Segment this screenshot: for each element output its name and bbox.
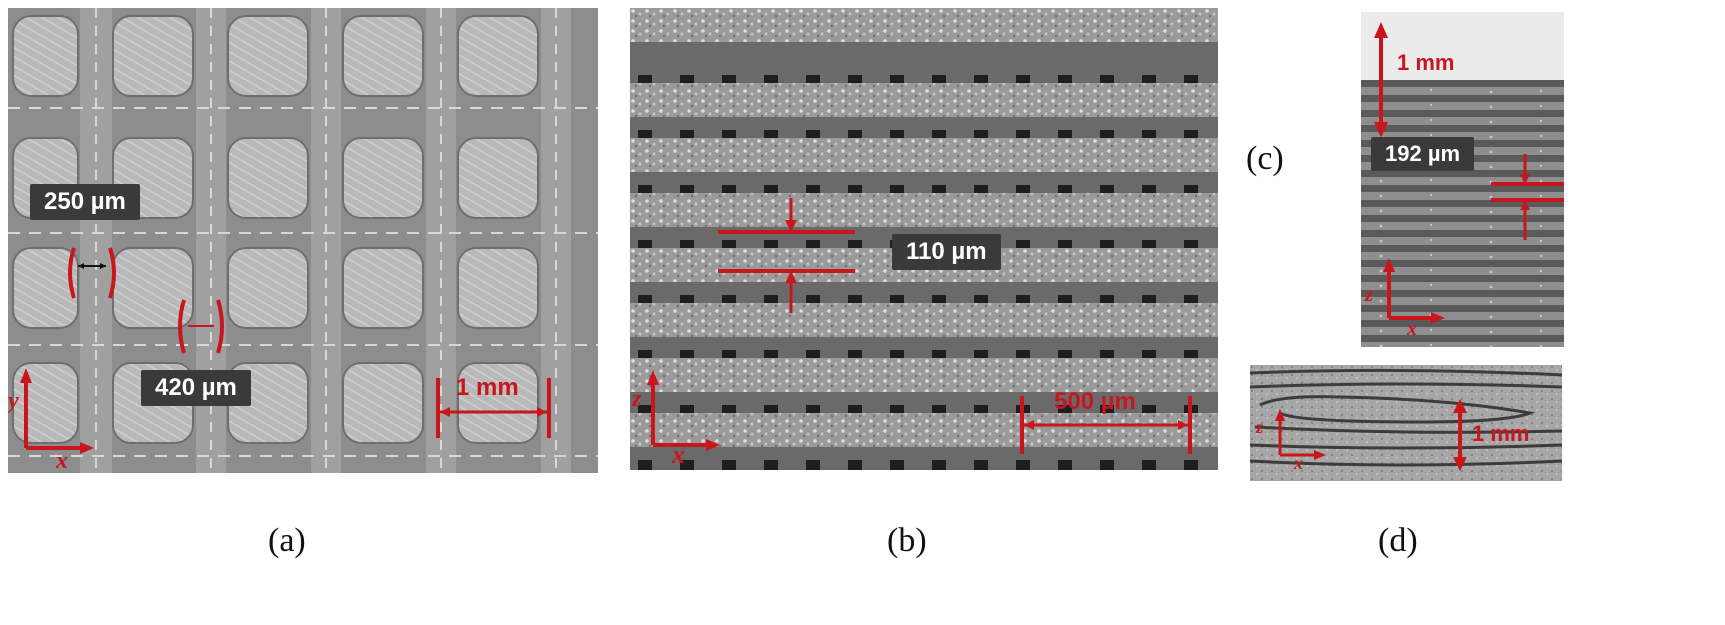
axis-z-label: z	[632, 386, 642, 412]
axis-y-label: y	[8, 388, 19, 414]
scale-bar-label: 1 mm	[1397, 50, 1455, 75]
micrograph-b: 110 µm 500 µm z x	[630, 8, 1218, 470]
scale-bar-label: 500 µm	[1054, 388, 1136, 415]
axis-x-label: x	[56, 448, 68, 473]
micrograph-d: 1 mm z x	[1250, 365, 1562, 481]
panel-label-d: (d)	[1378, 522, 1418, 559]
cross-section-image	[1361, 12, 1564, 347]
label-pore-gap: 420 µm	[141, 370, 251, 406]
folded-layer-image	[1250, 365, 1562, 481]
grid-scaffold-image	[8, 8, 598, 473]
panel-label-c: (c)	[1246, 140, 1284, 177]
micrograph-c: 1 mm 192 µm z x	[1361, 12, 1564, 347]
axis-z-label: z	[1365, 284, 1373, 306]
axis-x-label: x	[1294, 453, 1303, 473]
micrograph-a: 250 µm 420 µm 1 mm y x	[8, 8, 598, 473]
panel-label-b: (b)	[887, 522, 927, 559]
panel-label-a: (a)	[268, 522, 306, 559]
label-layer-thickness: 192 µm	[1371, 137, 1475, 171]
label-layer-height: 110 µm	[892, 234, 1001, 270]
axis-z-label: z	[1256, 417, 1264, 437]
axis-x-label: x	[672, 440, 685, 469]
axis-x-label: x	[1407, 318, 1417, 340]
scale-bar-label: 1 mm	[1472, 421, 1530, 446]
label-strut-width: 250 µm	[30, 184, 140, 220]
scale-bar-label: 1 mm	[456, 374, 519, 401]
